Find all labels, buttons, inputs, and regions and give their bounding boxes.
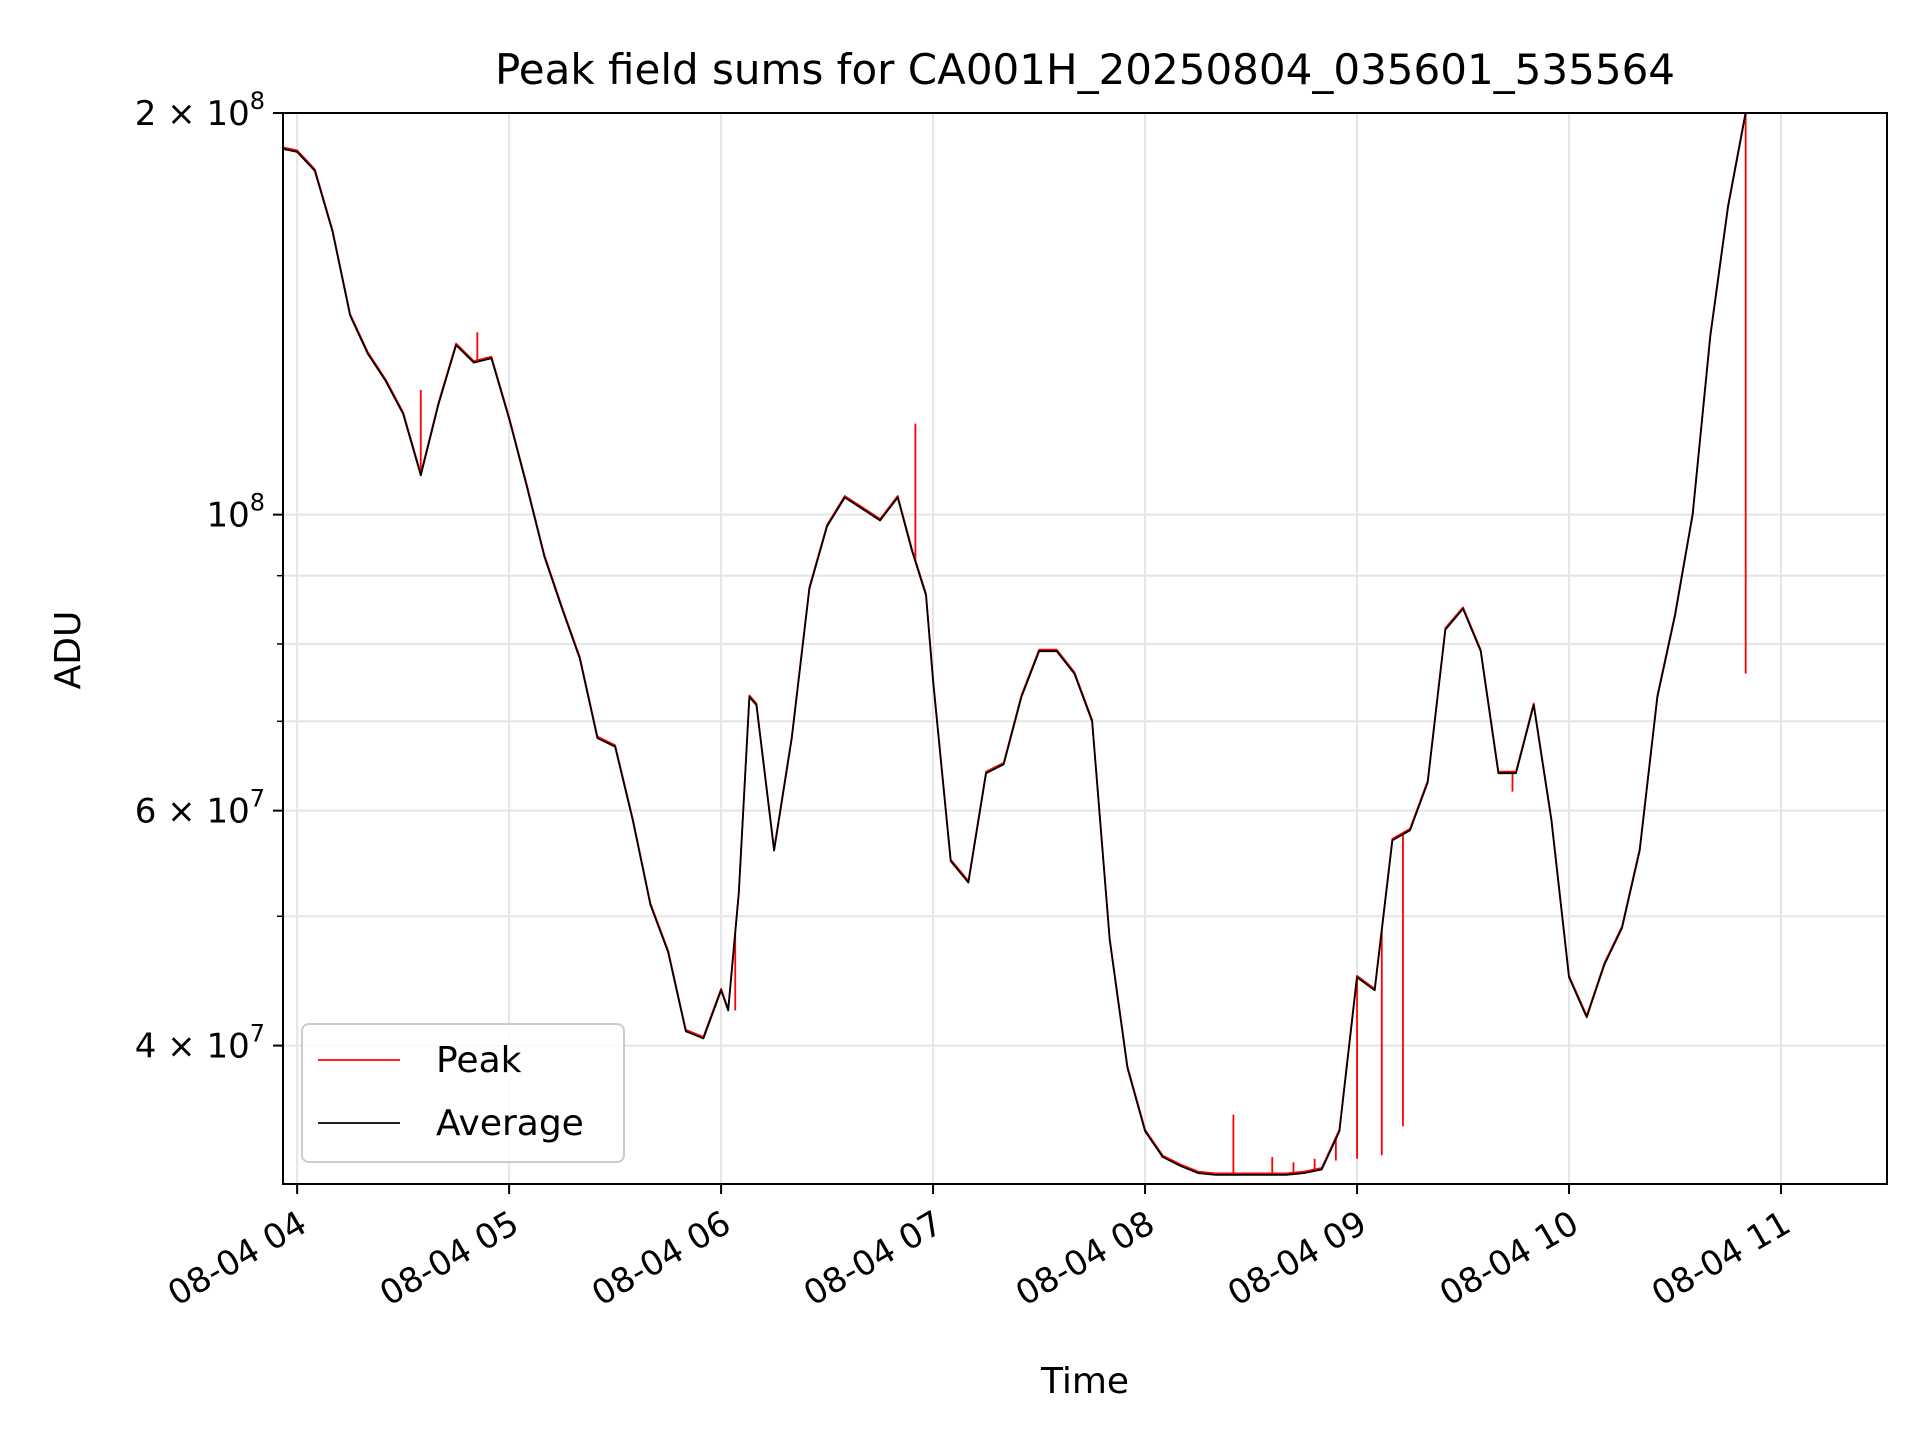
x-tick-label: 08-04 05 <box>373 1203 525 1314</box>
y-tick-label: 6 × 107 <box>135 785 265 832</box>
peak-series-line <box>283 113 1747 1175</box>
x-tick-label: 08-04 10 <box>1433 1203 1585 1314</box>
x-axis-label: Time <box>1040 1361 1129 1402</box>
average-series-line <box>283 113 1764 1176</box>
series-lines <box>283 113 1764 1176</box>
legend-box <box>301 1023 625 1163</box>
x-tick-label: 08-04 07 <box>797 1203 949 1314</box>
legend-label-peak: Peak <box>436 1040 522 1081</box>
x-tick-label: 08-04 09 <box>1221 1203 1373 1314</box>
y-axis-label: ADU <box>48 611 89 690</box>
y-tick-label: 108 <box>206 489 265 536</box>
grid-lines <box>283 113 1887 1184</box>
x-tick-label: 08-04 04 <box>161 1203 313 1314</box>
y-tick-label: 4 × 107 <box>135 1020 265 1067</box>
chart-title: Peak field sums for CA001H_20250804_0356… <box>495 45 1675 94</box>
x-tick-label: 08-04 11 <box>1645 1203 1797 1314</box>
y-tick-label: 2 × 108 <box>135 87 265 134</box>
legend: Peak Average <box>301 1023 625 1163</box>
legend-label-average: Average <box>436 1103 584 1144</box>
plot-frame <box>282 112 1888 1185</box>
x-tick-label: 08-04 06 <box>585 1203 737 1314</box>
x-tick-label: 08-04 08 <box>1009 1203 1161 1314</box>
